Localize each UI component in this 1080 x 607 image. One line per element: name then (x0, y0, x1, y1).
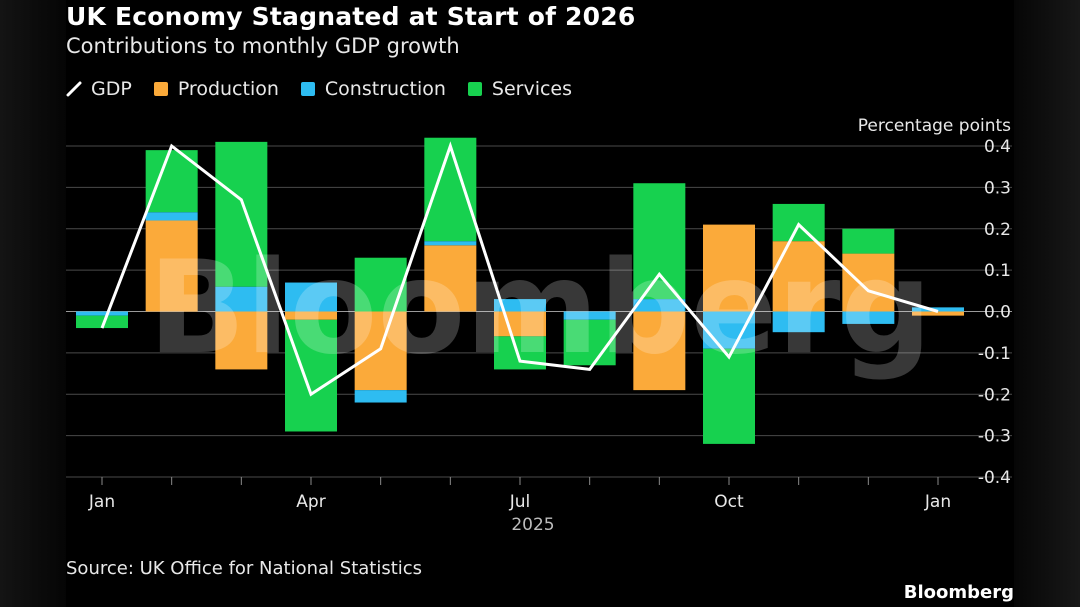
bar-production (703, 224, 755, 312)
bar-construction (354, 390, 407, 403)
bar-construction (703, 311, 755, 349)
x-tick-label: Oct (714, 492, 744, 512)
bar-services (563, 319, 616, 366)
bar-construction (215, 286, 268, 312)
bar-construction (563, 311, 616, 320)
bar-services (215, 141, 268, 287)
services-swatch-icon (467, 82, 482, 96)
construction-swatch-icon (300, 82, 315, 96)
y-tick-label: 0.1 (984, 261, 1011, 281)
bar-services (76, 315, 128, 329)
bar-production (494, 311, 546, 337)
bar-production (772, 241, 825, 312)
y-tick-label: 0.2 (984, 220, 1011, 240)
axes: 0.4 0.3 0.2 0.1 0.0 -0.1 -0.2 -0.3 -0.4 Percentag… (88, 116, 1011, 535)
x-year-label: 2025 (511, 515, 554, 535)
bar-services (633, 183, 686, 300)
y-axis-label: Percentage points (858, 116, 1011, 136)
bar-construction (772, 311, 825, 333)
legend-item-production: Production (153, 78, 279, 100)
y-tick-label: -0.2 (978, 385, 1011, 405)
y-tick-label: -0.4 (978, 468, 1011, 488)
watermark-logo: Bloomberg (148, 234, 932, 383)
legend-item-gdp: GDP (66, 78, 132, 100)
legend-label-services: Services (491, 78, 573, 100)
bar-construction (76, 311, 128, 316)
x-tick-label: Jul (509, 492, 531, 512)
legend-label-production: Production (177, 78, 279, 100)
source-note: Source: UK Office for National Statistic… (66, 558, 423, 579)
chart-title: UK Economy Stagnated at Start of 2026 (66, 2, 636, 31)
legend-label-gdp: GDP (91, 78, 132, 100)
bar-production (424, 245, 477, 312)
bar-services (424, 137, 477, 242)
bar-production (633, 311, 686, 391)
x-tick-label: Apr (296, 492, 325, 512)
bar-production (912, 311, 964, 316)
y-tick-label: -0.1 (978, 344, 1011, 364)
legend-item-services: Services (467, 78, 573, 100)
bar-construction (912, 307, 964, 312)
bar-production (842, 253, 895, 312)
gdp-line-layer (100, 141, 939, 397)
brand-logo: Bloomberg (903, 582, 1014, 603)
bar-construction (494, 299, 546, 312)
x-tick-label: Jan (88, 492, 115, 512)
bar-production (285, 311, 337, 320)
bar-production (215, 311, 268, 370)
bars (76, 137, 964, 444)
bar-services (285, 319, 337, 432)
bar-construction (285, 282, 337, 312)
chart-subtitle: Contributions to monthly GDP growth (66, 34, 460, 58)
bar-services (842, 228, 895, 254)
y-tick-label: 0.4 (984, 137, 1011, 157)
legend-item-construction: Construction (300, 78, 446, 100)
x-tick-label: Jan (924, 492, 951, 512)
legend: GDP Production Construction Services (66, 78, 594, 100)
bar-production (145, 220, 198, 312)
legend-label-construction: Construction (324, 78, 446, 100)
right-backdrop (1014, 0, 1080, 607)
gdp-line-icon (66, 81, 82, 97)
y-tick-label: 0.0 (984, 303, 1011, 323)
left-backdrop (0, 0, 66, 607)
production-swatch-icon (153, 82, 168, 96)
gdp-line (100, 141, 939, 397)
bar-construction (842, 311, 895, 324)
bar-services (703, 348, 755, 444)
y-tick-label: 0.3 (984, 178, 1011, 198)
y-tick-label: -0.3 (978, 427, 1011, 447)
bar-construction (424, 241, 477, 246)
bar-construction (633, 299, 686, 312)
bar-construction (145, 212, 198, 221)
bar-production (354, 311, 407, 391)
